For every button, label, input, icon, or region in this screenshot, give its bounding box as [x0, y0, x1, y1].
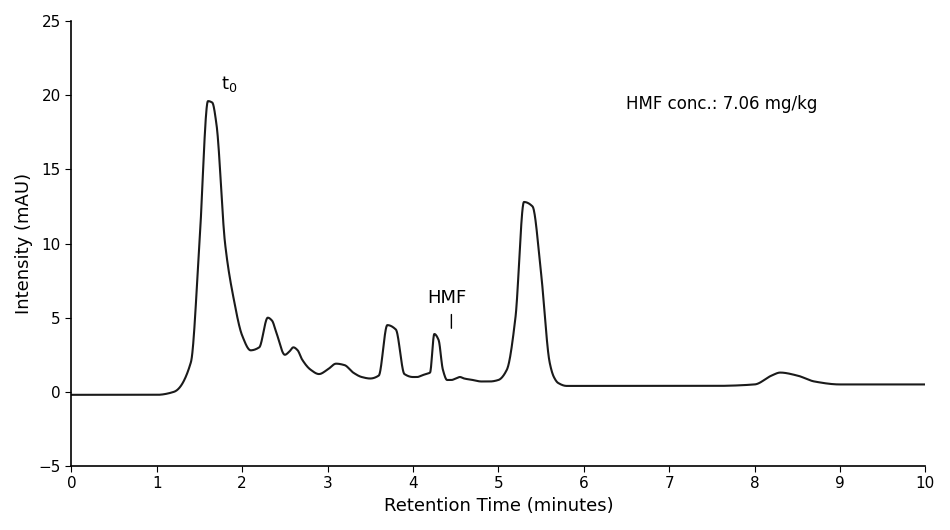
Text: HMF: HMF [428, 289, 466, 307]
Y-axis label: Intensity (mAU): Intensity (mAU) [15, 173, 33, 314]
Text: HMF conc.: 7.06 mg/kg: HMF conc.: 7.06 mg/kg [626, 95, 818, 113]
X-axis label: Retention Time (minutes): Retention Time (minutes) [384, 497, 613, 515]
Text: t$_0$: t$_0$ [220, 74, 238, 94]
